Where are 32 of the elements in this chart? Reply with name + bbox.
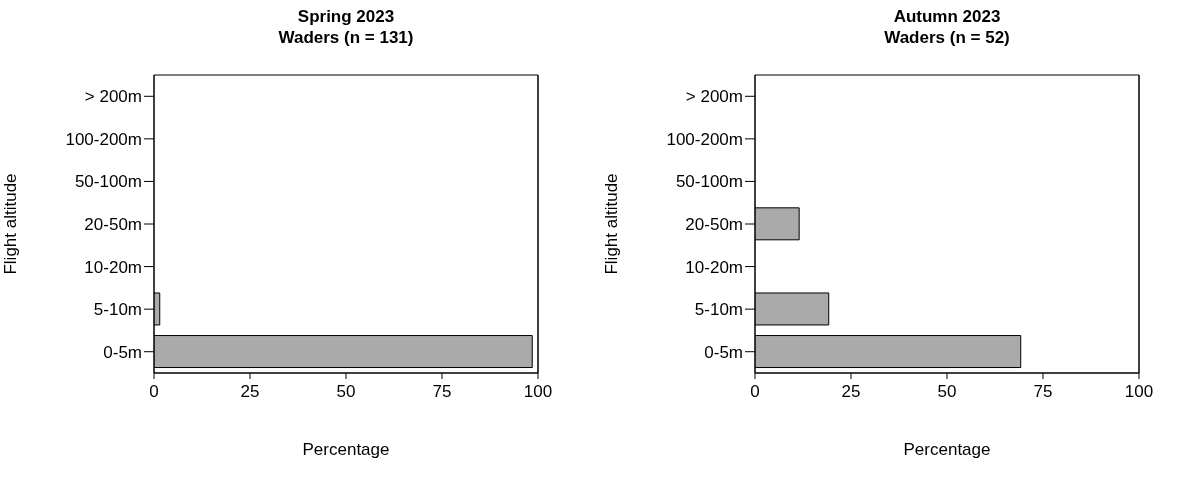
y-tick-label: 100-200m xyxy=(666,129,743,149)
y-tick-label: 50-100m xyxy=(74,172,142,192)
y-tick-label: 10-20m xyxy=(685,257,743,277)
x-tick-label: 75 xyxy=(432,382,452,402)
y-axis-title: Flight altitude xyxy=(602,173,622,275)
y-tick-label: 5-10m xyxy=(694,300,743,320)
x-tick-label: 100 xyxy=(1124,382,1154,402)
x-tick-label: 50 xyxy=(336,382,356,402)
y-tick-label: 20-50m xyxy=(84,215,142,235)
y-tick-label: 5-10m xyxy=(93,300,142,320)
chart-title: Spring 2023 xyxy=(296,6,396,27)
x-tick-label: 100 xyxy=(523,382,553,402)
x-axis-title: Percentage xyxy=(903,440,991,459)
chart-subtitle: Waders (n = 52) xyxy=(883,27,1011,48)
x-tick-label: 25 xyxy=(240,382,260,402)
y-tick-label: 0-5m xyxy=(704,342,743,362)
x-tick-label: 25 xyxy=(841,382,861,402)
y-tick-label: > 200m xyxy=(685,87,743,107)
x-axis-title: Percentage xyxy=(302,440,390,459)
x-tick-label: 0 xyxy=(149,382,159,402)
chart-title: Autumn 2023 xyxy=(892,6,1002,27)
y-tick-label: > 200m xyxy=(84,87,142,107)
x-tick-label: 50 xyxy=(937,382,957,402)
y-tick-label: 100-200m xyxy=(65,129,142,149)
x-tick-label: 0 xyxy=(750,382,760,402)
y-tick-label: 50-100m xyxy=(675,172,743,192)
y-tick-label: 20-50m xyxy=(685,215,743,235)
chart-subtitle: Waders (n = 131) xyxy=(277,27,415,48)
x-tick-label: 75 xyxy=(1033,382,1053,402)
y-tick-label: 0-5m xyxy=(103,342,142,362)
y-axis-title: Flight altitude xyxy=(1,173,21,275)
y-tick-label: 10-20m xyxy=(84,257,142,277)
